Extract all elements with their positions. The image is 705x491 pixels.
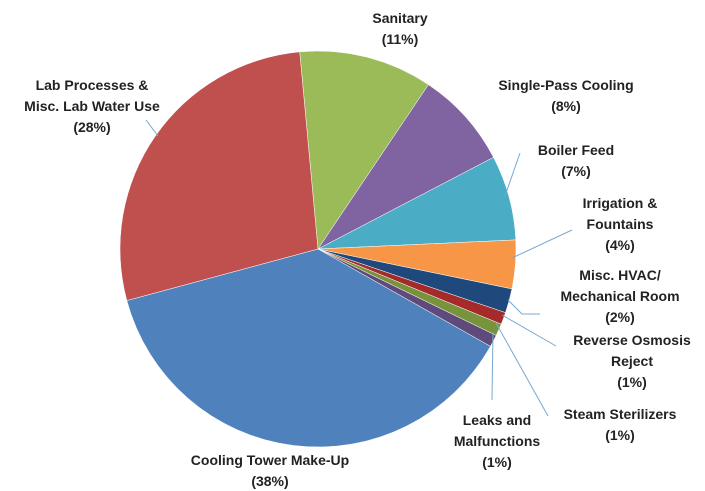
- slice-label: Misc. HVAC/ Mechanical Room (2%): [520, 265, 705, 328]
- slice-label: Sanitary (11%): [300, 8, 500, 50]
- slice-label: Boiler Feed (7%): [476, 140, 676, 182]
- pie-slice: [126, 248, 491, 448]
- pie-slice: [317, 84, 494, 250]
- category-label: Sanitary: [372, 10, 428, 26]
- value-label: (1%): [605, 427, 635, 443]
- leader-line: [145, 119, 159, 137]
- slice-label: Single-Pass Cooling (8%): [466, 75, 666, 117]
- leader-line: [507, 299, 540, 315]
- value-label: (2%): [605, 309, 635, 325]
- value-label: (8%): [551, 98, 581, 114]
- value-label: (4%): [605, 237, 635, 253]
- category-label: Reverse Osmosis Reject: [573, 332, 691, 369]
- leader-line: [504, 152, 521, 197]
- category-label: Misc. HVAC/ Mechanical Room: [560, 267, 680, 304]
- slice-label: Cooling Tower Make-Up (38%): [170, 450, 370, 491]
- value-label: (1%): [617, 374, 647, 390]
- value-label: (38%): [251, 473, 289, 489]
- category-label: Boiler Feed: [537, 142, 615, 158]
- category-label: Irrigation & Fountains: [582, 195, 658, 232]
- value-label: (1%): [482, 454, 512, 470]
- leader-line: [491, 331, 494, 401]
- leader-line: [501, 314, 557, 347]
- slice-label: Reverse Osmosis Reject (1%): [532, 330, 705, 393]
- category-label: Lab Processes & Misc. Lab Water Use: [24, 77, 160, 114]
- leader-line: [495, 322, 549, 417]
- value-label: (11%): [381, 31, 419, 47]
- slice-label: Leaks and Malfunctions (1%): [397, 410, 597, 473]
- slice-label: Irrigation & Fountains (4%): [520, 193, 705, 256]
- category-label: Leaks and Malfunctions: [453, 412, 541, 449]
- value-label: (7%): [561, 163, 591, 179]
- category-label: Cooling Tower Make-Up: [190, 452, 350, 468]
- slice-label: Lab Processes & Misc. Lab Water Use (28%): [0, 75, 192, 138]
- pie-slice: [119, 51, 319, 301]
- leader-line: [511, 229, 573, 259]
- slice-label: Steam Sterilizers (1%): [520, 404, 705, 446]
- category-label: Steam Sterilizers: [563, 406, 677, 422]
- category-label: Single-Pass Cooling: [498, 77, 634, 93]
- value-label: (28%): [73, 119, 111, 135]
- pie-slice: [299, 50, 429, 250]
